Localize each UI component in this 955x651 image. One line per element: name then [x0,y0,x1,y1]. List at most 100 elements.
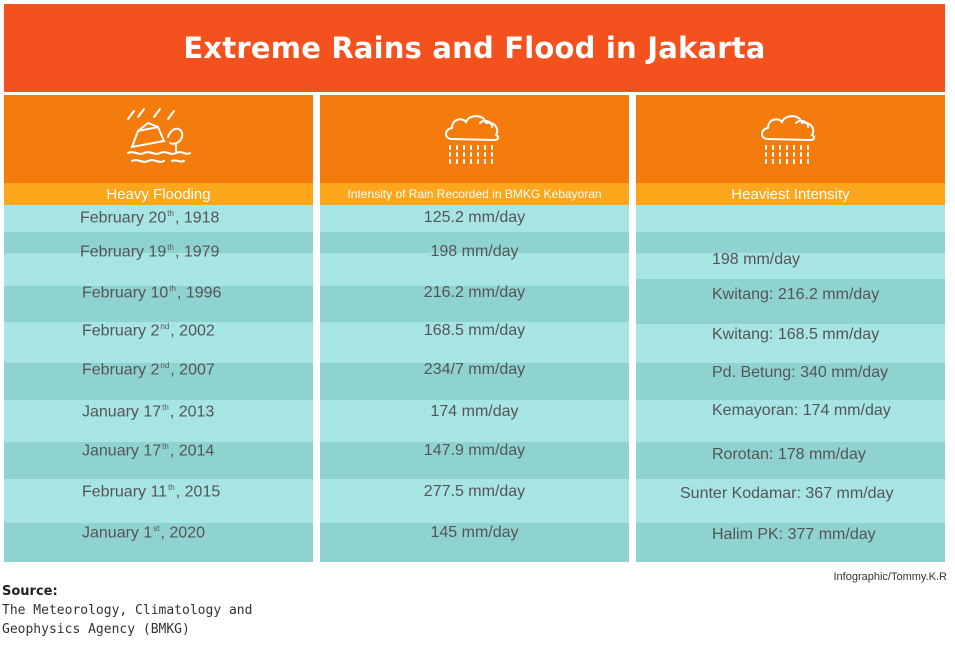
table-row [636,479,945,523]
flood-year: , 1996 [176,284,222,302]
table-row [636,232,945,253]
column-label: Intensity of Rain Recorded in BMKG Kebay… [320,183,629,205]
source: Source: The Meteorology, Climatology and… [2,582,252,639]
table-row [320,322,629,363]
flood-date: January 17th, 2014 [82,442,214,460]
flood-date: February 11th, 2015 [82,483,220,501]
heaviest-intensity-value: Kwitang: 216.2 mm/day [712,286,880,303]
flood-month: February 19 [80,243,167,261]
flood-year: , 1979 [174,243,220,261]
table-row [320,400,629,442]
title-bar: Extreme Rains and Flood in Jakarta [4,4,945,92]
flood-month: January 17 [82,403,162,421]
table-row [636,363,945,400]
flood-date: January 1st, 2020 [82,524,205,542]
table-row [4,253,313,286]
column-label: Heavy Flooding [4,183,313,205]
flood-month: February 11 [82,483,168,501]
flood-icon [126,108,191,163]
source-line: Geophysics Agency (BMKG) [2,622,190,637]
flood-day-suffix: st [153,524,160,533]
table-row [4,479,313,523]
table-row [636,279,945,324]
flood-date: February 20th, 1918 [80,209,219,227]
column-heavy-flooding: Heavy Flooding February 20th, 1918 Februa… [4,95,313,567]
flood-day-suffix: th [168,483,175,492]
table-row [320,363,629,400]
flood-day-suffix: nd [160,361,170,370]
table-row [636,253,945,279]
rain-cloud-icon [444,115,499,168]
flood-year: , 2014 [169,442,215,460]
column-heaviest-intensity: Heaviest Intensity 198 mm/day Kwitang: 21… [636,95,945,567]
table-row [320,442,629,479]
table-row [4,232,313,253]
table-row [320,523,629,562]
table-row [4,400,313,442]
rain-intensity-value: 216.2 mm/day [423,284,526,301]
flood-year: , 1918 [174,209,220,227]
rain-intensity-value: 174 mm/day [430,403,519,420]
page-title: Extreme Rains and Flood in Jakarta [183,31,766,65]
flood-day-suffix: th [169,284,176,293]
flood-date: February 2nd, 2007 [82,361,215,379]
heaviest-intensity-value: Kwitang: 168.5 mm/day [712,326,880,343]
flood-month: February 2 [82,361,160,379]
table-row [4,363,313,400]
flood-date: February 2nd, 2002 [82,322,215,340]
flood-day-suffix: th [162,442,169,451]
column-label: Heaviest Intensity [636,183,945,205]
flood-day-suffix: nd [160,322,170,331]
column-header [320,95,629,183]
flood-year: , 2013 [169,403,215,421]
table-row [320,479,629,523]
table-row [4,205,313,232]
heaviest-intensity-value: Sunter Kodamar: 367 mm/day [680,485,894,502]
rain-intensity-value: 147.9 mm/day [423,442,526,459]
rain-cloud-icon [760,115,815,168]
flood-day-suffix: th [167,243,174,252]
flood-day-suffix: th [167,209,174,218]
credit: Infographic/Tommy.K.R [833,571,947,583]
table-row [4,523,313,562]
flood-month: January 17 [82,442,162,460]
table-row [320,205,629,232]
source-line: The Meteorology, Climatology and [2,603,253,618]
rain-intensity-value: 198 mm/day [430,243,519,260]
flood-day-suffix: th [162,403,169,412]
rain-intensity-value: 277.5 mm/day [423,483,526,500]
table-row [636,205,945,232]
rain-intensity-value: 168.5 mm/day [423,322,526,339]
heaviest-intensity-value: Rorotan: 178 mm/day [712,446,866,463]
rain-intensity-value: 234/7 mm/day [423,361,526,378]
source-label: Source: [2,584,58,599]
table-row [320,253,629,286]
flood-year: , 2007 [170,361,215,379]
heaviest-intensity-value: Kemayoran: 174 mm/day [712,402,891,419]
table-row [4,442,313,479]
column-header [636,95,945,183]
flood-year: , 2020 [160,524,205,542]
flood-month: February 10 [82,284,169,302]
table-row [636,324,945,363]
flood-year: , 2015 [175,483,221,501]
flood-month: January 1 [82,524,153,542]
rain-intensity-value: 145 mm/day [430,524,519,541]
flood-month: February 2 [82,322,160,340]
flood-date: February 19th, 1979 [80,243,219,261]
table-row [320,286,629,322]
table-row [636,523,945,562]
table-row [4,322,313,363]
flood-date: February 10th, 1996 [82,284,221,302]
table-row [320,232,629,253]
column-header [4,95,313,183]
table-row [636,442,945,479]
column-rain-intensity: Intensity of Rain Recorded in BMKG Kebay… [320,95,629,567]
flood-date: January 17th, 2013 [82,403,214,421]
heaviest-intensity-value: Halim PK: 377 mm/day [712,526,876,543]
heaviest-intensity-value: Pd. Betung: 340 mm/day [712,364,889,381]
rain-intensity-value: 125.2 mm/day [423,209,526,226]
flood-year: , 2002 [170,322,215,340]
heaviest-intensity-value: 198 mm/day [712,251,801,268]
flood-month: February 20 [80,209,167,227]
